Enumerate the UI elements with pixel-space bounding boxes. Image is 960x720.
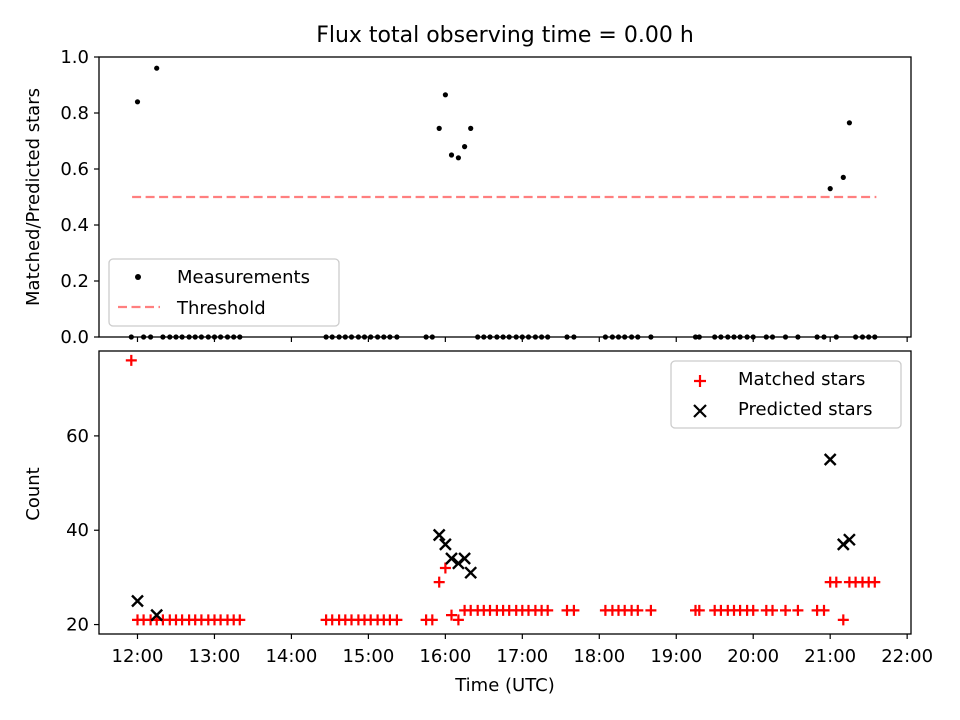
measurement-point (442, 92, 448, 98)
time-x-axis: 12:00 13:00 14:00 15:00 16:00 17:00 18:00 19:00… (112, 634, 933, 667)
ratio-y-axis: 0.0 0.2 0.4 0.6 0.8 1.0 (60, 47, 99, 348)
ratio-panel: 0.0 0.2 0.4 0.6 0.8 1.0 Matched/Predicted sta… (23, 47, 912, 348)
y-tick-label: 0.8 (60, 103, 89, 124)
count-legend: Matched stars Predicted stars (670, 360, 902, 429)
predicted-star-point (458, 552, 471, 565)
measurement-points (128, 65, 878, 340)
matched-stars-legend-label: Matched stars (738, 369, 865, 390)
ratio-panel-frame (98, 56, 912, 338)
y-tick-label: 1.0 (60, 47, 89, 68)
x-tick-label: 15:00 (342, 646, 394, 667)
ratio-x-ticks (136, 337, 908, 342)
predicted-star-point (150, 608, 164, 622)
measurement-point (154, 65, 160, 71)
predicted-star-point (439, 538, 452, 551)
x-tick-label: 22:00 (881, 646, 933, 667)
matched-star-point (693, 604, 705, 616)
predicted-stars-points (131, 453, 856, 622)
x-tick-label: 13:00 (189, 646, 241, 667)
matched-star-point (747, 604, 759, 616)
measurement-point (827, 186, 833, 192)
matched-star-point (837, 614, 849, 626)
y-tick-label: 60 (66, 426, 89, 447)
matched-stars-legend-marker (694, 375, 706, 387)
measurement-point (462, 144, 468, 150)
matched-star-point (645, 604, 657, 616)
matched-star-point (568, 604, 580, 616)
matched-star-point (446, 609, 457, 621)
predicted-star-point (464, 566, 478, 580)
matched-star-point (234, 614, 246, 626)
y-tick-label: 40 (66, 520, 89, 541)
count-panel: 20 40 60 12:00 13:00 14:00 15:00 16:00 17:00 18:… (23, 350, 933, 696)
predicted-star-point (432, 528, 446, 542)
predicted-star-point (131, 594, 144, 608)
x-tick-label: 18:00 (573, 646, 625, 667)
measurement-point (134, 99, 141, 105)
matched-star-point (632, 604, 644, 616)
matched-star-point (792, 604, 804, 616)
count-y-axis-label: Count (23, 467, 44, 520)
time-x-axis-label: Time (UTC) (454, 675, 555, 696)
count-panel-frame (98, 350, 912, 635)
y-tick-label: 0.0 (60, 327, 89, 348)
ratio-legend-box (108, 258, 340, 327)
count-y-axis: 20 40 60 (66, 426, 99, 636)
measurement-point (840, 174, 846, 180)
matched-star-point (767, 604, 778, 616)
measurements-legend-label: Measurements (177, 267, 310, 288)
predicted-star-point (843, 533, 856, 547)
x-tick-label: 20:00 (727, 646, 779, 667)
y-tick-label: 20 (66, 615, 89, 636)
measurement-point (436, 125, 442, 131)
measurements-legend-marker (135, 274, 141, 280)
matched-star-point (439, 562, 451, 574)
matched-star-point (780, 604, 791, 616)
ratio-legend: Measurements Threshold (108, 258, 340, 327)
y-tick-label: 0.4 (60, 215, 89, 236)
predicted-stars-legend-marker (693, 404, 707, 418)
predicted-star-point (445, 552, 458, 565)
matched-star-point (125, 354, 137, 366)
matched-star-point (869, 576, 881, 588)
x-tick-label: 14:00 (265, 646, 317, 667)
x-tick-label: 17:00 (496, 646, 548, 667)
predicted-stars-legend-label: Predicted stars (738, 399, 872, 420)
matched-star-point (433, 576, 445, 588)
matched-star-point (391, 614, 403, 626)
predicted-star-point (823, 453, 837, 466)
threshold-legend-label: Threshold (176, 298, 266, 319)
measurement-point (468, 125, 474, 131)
x-tick-label: 12:00 (112, 646, 164, 667)
x-tick-label: 19:00 (650, 646, 702, 667)
matched-star-point (426, 614, 438, 626)
y-tick-label: 0.6 (60, 159, 89, 180)
count-legend-box (670, 360, 902, 429)
measurement-point (448, 152, 455, 158)
x-tick-label: 16:00 (419, 646, 471, 667)
chart-title: Flux total observing time = 0.00 h (316, 23, 694, 48)
measurement-point (455, 155, 461, 161)
ratio-y-axis-label: Matched/Predicted stars (23, 88, 44, 306)
matched-stars-points (125, 354, 881, 626)
matched-star-point (830, 576, 842, 588)
matched-star-point (452, 614, 464, 626)
matched-star-point (818, 604, 830, 616)
x-tick-label: 21:00 (804, 646, 856, 667)
measurement-point (846, 120, 853, 126)
matched-star-point (542, 604, 554, 616)
y-tick-label: 0.2 (60, 271, 89, 292)
